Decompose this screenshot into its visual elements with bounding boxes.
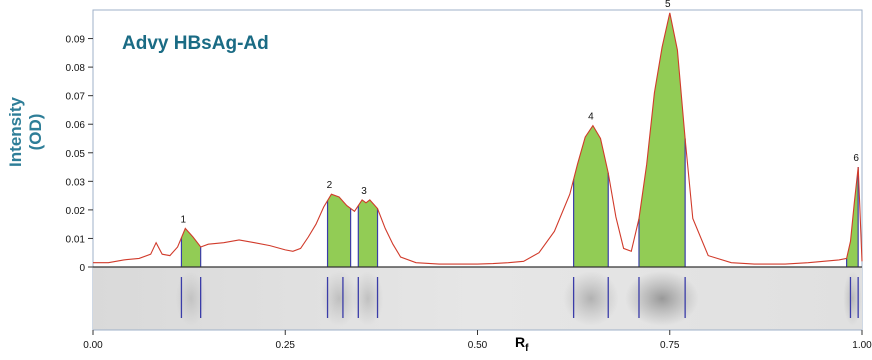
peak-label: 2: [327, 180, 333, 191]
y-tick-label: 0.09: [66, 35, 86, 46]
x-axis-title-main: R: [515, 334, 526, 350]
y-tick-label: 0.06: [66, 120, 86, 131]
y-tick-label: 0.05: [66, 149, 86, 160]
peak-label: 5: [665, 0, 671, 10]
peak-label: 6: [853, 153, 859, 164]
x-axis-title-subscript: f: [525, 342, 529, 354]
y-tick-label: 0.07: [66, 92, 86, 103]
x-tick-label: 0.50: [468, 340, 488, 351]
intensity-curve: [93, 12, 863, 265]
peak-area-4: [573, 125, 609, 268]
x-tick-label: 1.00: [852, 340, 872, 351]
y-tick-label: 0: [79, 263, 85, 274]
peak-label: 4: [588, 112, 594, 123]
peak-area-2: [327, 194, 351, 267]
peak-area-5: [638, 12, 686, 267]
x-tick-label: 0.25: [276, 340, 296, 351]
peak-area-3: [358, 199, 378, 267]
peak-label: 3: [361, 186, 367, 197]
gel-band-5: [625, 271, 699, 326]
y-tick-label: 0.01: [66, 234, 86, 245]
gel-band-4: [563, 271, 619, 326]
peak-area-1: [181, 228, 201, 267]
chart-title: Advy HBsAg-Ad: [122, 33, 269, 54]
gel-band-3: [352, 271, 384, 326]
x-axis-title: Rf: [515, 334, 528, 354]
peak-label: 1: [180, 214, 186, 225]
gel-band-6: [843, 271, 862, 326]
gel-band-1: [175, 271, 207, 326]
y-tick-label: 0.03: [66, 177, 86, 188]
y-tick-label: 0.02: [66, 206, 86, 217]
x-tick-label: 0.75: [660, 340, 680, 351]
peak-area-6: [846, 167, 859, 267]
gel-strip: [93, 267, 862, 330]
x-tick-label: 0.00: [83, 340, 103, 351]
gel-band-2: [320, 271, 358, 326]
y-tick-label: 0.08: [66, 63, 86, 74]
